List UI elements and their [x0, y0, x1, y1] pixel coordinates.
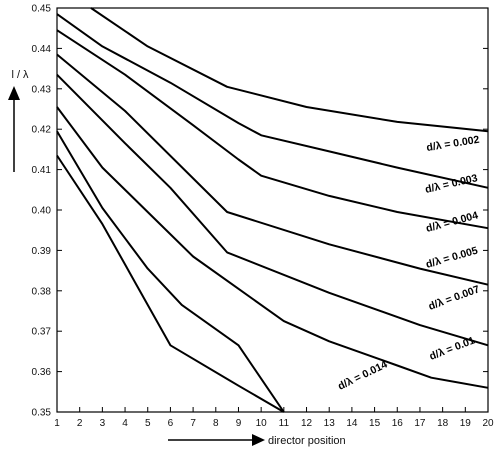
x-axis-title: director position [268, 435, 346, 447]
x-tick-label: 17 [414, 418, 426, 429]
x-tick-label: 1 [54, 418, 60, 429]
series-line-7 [56, 130, 285, 413]
y-tick-label: 0.36 [32, 367, 52, 378]
series-line-1 [90, 7, 489, 133]
x-axis-arrow-head-icon [252, 434, 265, 446]
x-tick-label: 3 [100, 418, 106, 429]
y-axis-title-group: l / λ [8, 69, 29, 172]
y-tick-label: 0.42 [32, 125, 52, 136]
series-line-5 [56, 73, 489, 347]
x-tick-label: 18 [437, 418, 449, 429]
x-axis-title-group: director position [168, 434, 346, 447]
x-tick-label: 4 [122, 418, 128, 429]
x-tick-label: 8 [213, 418, 219, 429]
series-group [56, 7, 489, 413]
x-tick-label: 5 [145, 418, 151, 429]
y-tick-label: 0.38 [32, 286, 52, 297]
series-label-6: d/λ = 0.01 [428, 334, 477, 362]
x-tick-label: 11 [279, 418, 290, 429]
y-tick-label: 0.40 [32, 206, 52, 217]
x-tick-label: 15 [369, 418, 381, 429]
x-tick-label: 10 [256, 418, 268, 429]
series-line-6 [56, 106, 489, 389]
series-label-1: d/λ = 0.002 [426, 134, 481, 154]
series-line-3 [56, 29, 489, 230]
y-axis-arrow-head-icon [8, 86, 20, 100]
y-tick-label: 0.43 [32, 84, 52, 95]
series-label-4: d/λ = 0.005 [425, 245, 480, 271]
series-label-5: d/λ = 0.007 [427, 283, 481, 313]
x-tick-label: 13 [324, 418, 336, 429]
x-tick-label: 19 [460, 418, 472, 429]
series-label-7: d/λ = 0.014 [336, 358, 389, 392]
x-axis: 1 2 3 4 5 6 7 8 9 10 11 12 13 14 15 16 17 18 19 20 [54, 407, 494, 429]
x-tick-label: 16 [392, 418, 404, 429]
x-tick-label: 7 [190, 418, 196, 429]
series-line-8 [56, 154, 285, 413]
y-axis: 0.35 0.36 0.37 0.38 0.39 0.40 0.41 0.42 0.43 0.44… [32, 4, 488, 419]
y-tick-label: 0.35 [32, 408, 52, 419]
x-tick-label: 6 [168, 418, 174, 429]
series-label-3: d/λ = 0.004 [425, 209, 480, 234]
series-line-4 [56, 53, 489, 286]
y-tick-label: 0.41 [32, 165, 52, 176]
x-tick-label: 14 [346, 418, 358, 429]
x-tick-label: 2 [77, 418, 83, 429]
y-axis-title: l / λ [11, 69, 29, 81]
y-tick-label: 0.39 [32, 246, 52, 257]
y-tick-label: 0.37 [32, 327, 52, 338]
series-line-2 [56, 13, 489, 189]
x-tick-label: 12 [301, 418, 313, 429]
plot-frame [56, 7, 489, 413]
y-tick-label: 0.45 [32, 4, 52, 15]
y-tick-label: 0.44 [32, 44, 52, 55]
x-tick-label: 9 [236, 418, 242, 429]
x-tick-label: 20 [482, 418, 494, 429]
